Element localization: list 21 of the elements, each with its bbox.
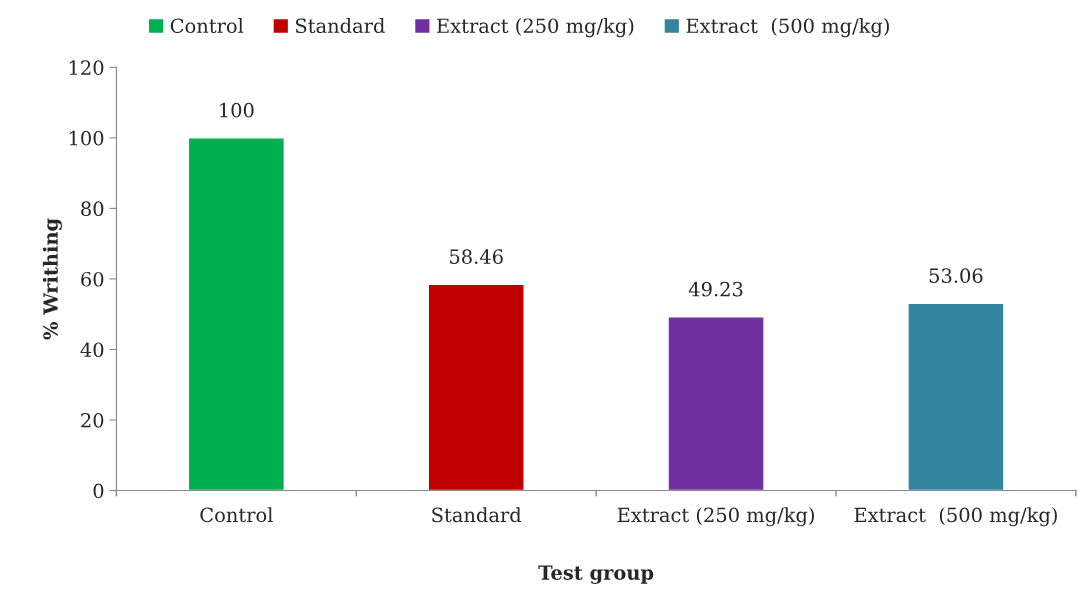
y-tick-label: 80 bbox=[81, 201, 104, 217]
x-axis-title: Test group bbox=[538, 565, 654, 584]
data-label: 100 bbox=[220, 102, 254, 118]
data-label: 58.46 bbox=[450, 249, 503, 264]
y-tick-label: 40 bbox=[80, 342, 104, 358]
x-tick-label: Extract (500 mg/kg) bbox=[854, 507, 1057, 527]
y-tick-label: 20 bbox=[81, 412, 104, 428]
data-label: 49.23 bbox=[688, 281, 743, 297]
y-tick-label: 100 bbox=[69, 130, 104, 146]
legend-label: Extract (500 mg/kg) bbox=[686, 18, 889, 38]
y-tick-label: 60 bbox=[81, 271, 104, 287]
legend-label: Control bbox=[170, 18, 244, 34]
y-axis-title: % Writhing bbox=[42, 218, 62, 340]
x-tick-label: Extract (250 mg/kg) bbox=[617, 507, 814, 527]
data-label: 53.06 bbox=[929, 268, 983, 283]
y-tick-label: 0 bbox=[93, 483, 104, 499]
x-tick-label: Standard bbox=[432, 507, 522, 523]
x-tick-label: Control bbox=[200, 507, 273, 523]
legend-label: Standard bbox=[296, 18, 385, 34]
legend-label: Extract (250 mg/kg) bbox=[437, 18, 634, 38]
y-tick-label: 120 bbox=[69, 60, 104, 76]
